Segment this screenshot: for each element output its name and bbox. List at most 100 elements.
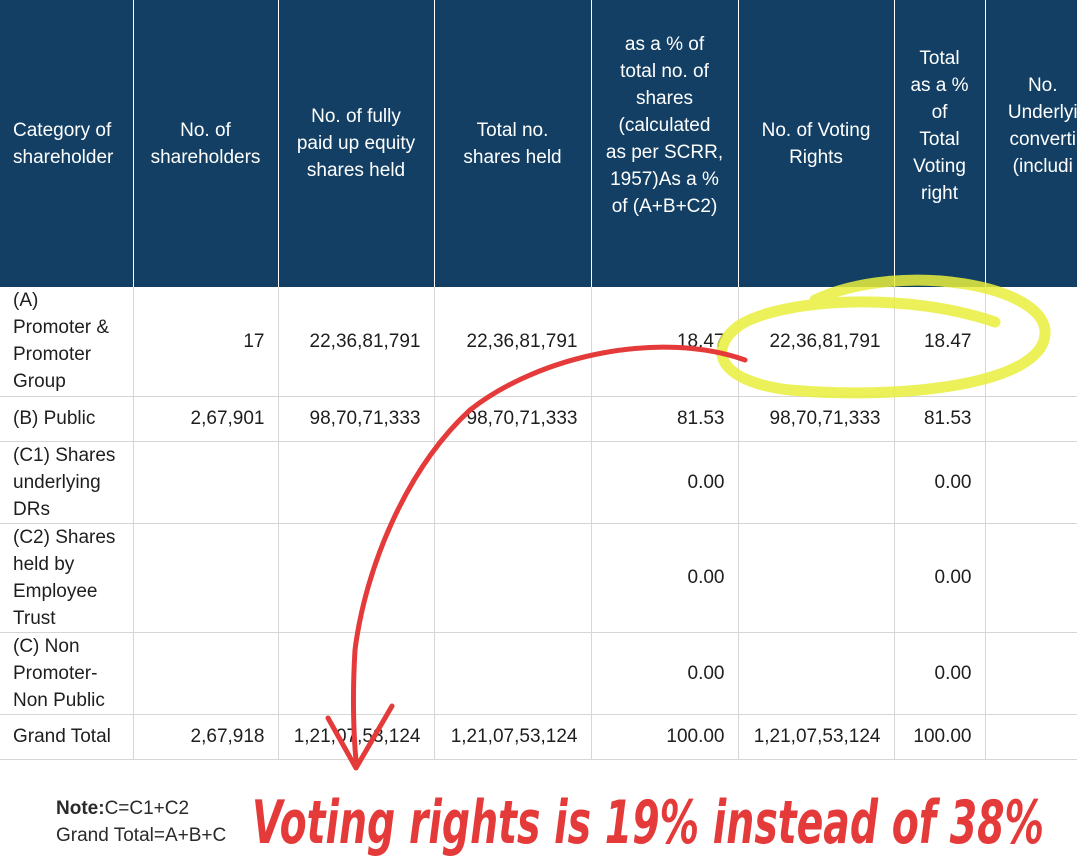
category-line: Promoter & [13,317,110,339]
cell-pct-voting: 0.00 [894,441,986,524]
note-label: Note: [56,798,105,819]
cell-total-shares: 1,21,07,53,124 [434,714,592,760]
row-promoter: (A) Promoter & Promoter Group 17 22,36,81,791… [0,287,1077,397]
header-line: as a % [910,74,969,96]
cell-total-shares: 98,70,71,333 [434,396,592,442]
cell-pct-voting: 100.00 [894,714,986,760]
header-line: Total [919,128,960,150]
header-line: 1957)As a % [610,169,719,190]
header-line: paid up equity [296,133,416,154]
cell-fully-paid: 22,36,81,791 [278,287,435,397]
cell-voting-rights: 22,36,81,791 [738,287,895,397]
category-line: (C2) Shares [13,526,116,548]
header-line: No. of Voting [761,119,871,141]
cell-shareholders [133,523,279,633]
category-line: Grand Total [13,726,111,747]
note-formula: C=C1+C2 [104,798,190,819]
cell-category: (A) Promoter & Promoter Group [0,287,134,397]
cell-underlying [985,287,1077,397]
header-fully-paid-shares: No. of fully paid up equity shares held [278,0,435,287]
category-line: DRs [13,498,50,520]
note-block: Note:C=C1+C2 Grand Total=A+B+C [56,795,226,849]
cell-voting-rights [738,523,895,633]
header-total-shares: Total no. shares held [434,0,592,287]
shareholding-table: Category of shareholder No. of shareholder… [0,0,1077,760]
table-body: (A) Promoter & Promoter Group 17 22,36,81,791… [0,287,1077,760]
header-line: shareholders [150,146,261,168]
header-underlying: No. Underlyi converti (includi [985,0,1077,287]
header-line: Rights [789,146,843,168]
row-c1: (C1) Shares underlying DRs 0.00 0.00 [0,441,1077,524]
row-non-public: (C) Non Promoter- Non Public 0.00 0.00 [0,632,1077,715]
cell-pct-voting: 18.47 [894,287,986,397]
category-line: underlying [13,471,101,493]
cell-voting-rights: 98,70,71,333 [738,396,895,442]
row-public: (B) Public 2,67,901 98,70,71,333 98,70,71,3… [0,396,1077,442]
cell-total-shares: 22,36,81,791 [434,287,592,397]
header-line: No. [1027,74,1058,96]
header-line: shares held [306,160,406,181]
header-line: Voting [913,155,966,177]
row-grand-total: Grand Total 2,67,918 1,21,07,53,124 1,21,07… [0,714,1077,760]
category-line: Group [13,371,66,393]
header-line: as per SCRR, [605,142,724,163]
header-line: Category of [13,119,112,141]
note-line: Note:C=C1+C2 [56,795,226,822]
header-line: of (A+B+C2) [611,196,718,217]
cell-total-shares [434,523,592,633]
cell-fully-paid [278,632,435,715]
cell-underlying [985,396,1077,442]
cell-voting-rights [738,441,895,524]
header-line: shares [635,88,694,109]
category-line: Non Public [13,689,105,711]
cell-underlying [985,632,1077,715]
cell-pct-shares: 0.00 [591,523,739,633]
header-line: (includi [1012,155,1073,177]
cell-total-shares [434,441,592,524]
cell-shareholders: 2,67,901 [133,396,279,442]
category-line: (A) [13,290,39,312]
cell-fully-paid [278,523,435,633]
cell-fully-paid: 98,70,71,333 [278,396,435,442]
category-line: Employee [13,580,98,602]
cell-shareholders [133,632,279,715]
cell-underlying [985,441,1077,524]
cell-shareholders [133,441,279,524]
cell-category: (C2) Shares held by Employee Trust [0,523,134,633]
category-line: Promoter- [13,662,98,684]
cell-total-shares [434,632,592,715]
cell-underlying [985,523,1077,633]
category-line: Promoter [13,344,92,366]
header-line: shareholder [13,146,114,168]
header-line: Underlyi [1007,101,1077,123]
cell-category: (C1) Shares underlying DRs [0,441,134,524]
row-c2: (C2) Shares held by Employee Trust 0.00 0.00 [0,523,1077,633]
header-line: No. of [180,119,231,141]
header-line: right [921,182,958,204]
cell-category: (C) Non Promoter- Non Public [0,632,134,715]
header-line: Total no. [476,119,549,141]
cell-fully-paid: 1,21,07,53,124 [278,714,435,760]
header-pct-voting: Total as a % of Total Voting right [894,0,986,287]
cell-pct-voting: 0.00 [894,632,986,715]
cell-shareholders: 17 [133,287,279,397]
cell-shareholders: 2,67,918 [133,714,279,760]
cell-category: Grand Total [0,714,134,760]
header-line: of [931,101,948,123]
cell-pct-shares: 18.47 [591,287,739,397]
cell-pct-shares: 81.53 [591,396,739,442]
header-row: Category of shareholder No. of shareholder… [0,0,1077,287]
cell-voting-rights: 1,21,07,53,124 [738,714,895,760]
header-line: shares held [463,146,562,168]
header-line: Total [919,47,960,69]
cell-voting-rights [738,632,895,715]
cell-pct-shares: 100.00 [591,714,739,760]
header-line: (calculated [618,115,711,136]
header-line: converti [1009,128,1077,150]
header-line: total no. of [620,61,709,82]
cell-pct-voting: 0.00 [894,523,986,633]
header-pct-shares: as a % of total no. of shares (calculated as… [591,0,739,287]
cell-pct-shares: 0.00 [591,632,739,715]
header-category: Category of shareholder [0,0,134,287]
handwritten-note: Voting rights is 19% instead of 38% [252,788,1044,858]
